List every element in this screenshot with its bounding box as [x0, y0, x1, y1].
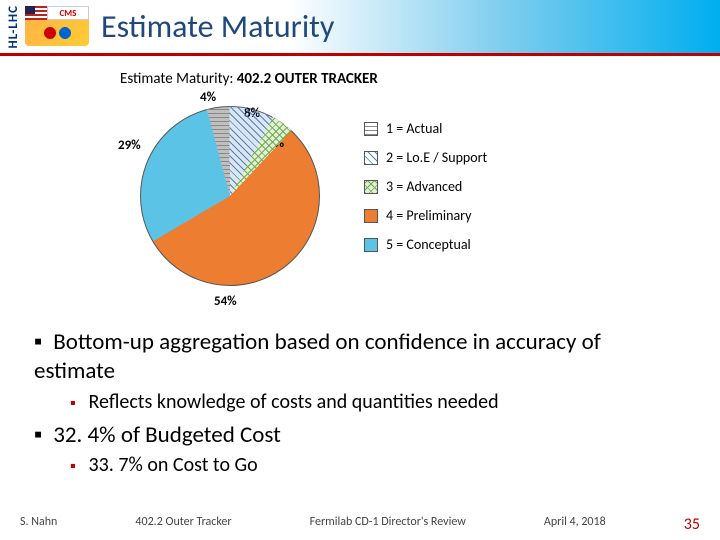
footer-author: S. Nahn	[20, 515, 57, 534]
title-bar: HL-LHC CMS Estimate Maturity	[0, 0, 720, 56]
bullet-2-sub-text: 33. 7% on Cost to Go	[89, 453, 258, 477]
hl-lhc-text: HL-LHC	[6, 5, 21, 48]
logo-block: HL-LHC CMS	[6, 5, 89, 48]
pie-pattern-overlay	[140, 106, 320, 286]
footer-page: 35	[684, 515, 700, 534]
bullet-1: ▪ Bottom-up aggregation based on confide…	[34, 328, 686, 386]
bullet-1-sub: ▪ Reflects knowledge of costs and quanti…	[70, 390, 686, 415]
legend-swatch	[364, 180, 378, 194]
footer-center1: 402.2 Outer Tracker	[135, 515, 231, 534]
legend-swatch	[364, 209, 378, 223]
bullet-1-text: Bottom-up aggregation based on confidenc…	[34, 328, 601, 385]
legend-row: 2 = Lo.E / Support	[364, 149, 487, 166]
bullet-2-text: 32. 4% of Budgeted Cost	[53, 421, 281, 449]
bullet-1-sub-text: Reflects knowledge of costs and quantiti…	[89, 390, 499, 414]
slide: HL-LHC CMS Estimate Maturity Estimate Ma…	[0, 0, 720, 540]
legend-row: 3 = Advanced	[364, 178, 487, 195]
us-flag-icon	[25, 6, 47, 20]
legend-label: 5 = Conceptual	[386, 236, 471, 253]
pie-wrap: 4%8%4%54%29%	[120, 96, 340, 316]
footer: S. Nahn 402.2 Outer Tracker Fermilab CD-…	[0, 515, 720, 534]
bullet-list: ▪ Bottom-up aggregation based on confide…	[34, 328, 686, 484]
legend-label: 1 = Actual	[386, 120, 442, 137]
logo-graphic-icon	[25, 20, 89, 46]
pie-label: 29%	[118, 138, 141, 153]
legend-swatch	[364, 151, 378, 165]
legend-swatch	[364, 122, 378, 136]
legend-row: 1 = Actual	[364, 120, 487, 137]
legend-swatch	[364, 238, 378, 252]
legend-label: 4 = Preliminary	[386, 207, 471, 224]
chart-title: Estimate Maturity: 402.2 OUTER TRACKER	[120, 70, 600, 88]
cms-label: CMS	[47, 6, 89, 20]
chart: Estimate Maturity: 402.2 OUTER TRACKER 4…	[120, 70, 600, 320]
pie-label: 54%	[214, 294, 237, 309]
legend: 1 = Actual 2 = Lo.E / Support 3 = Advanced…	[364, 120, 487, 316]
pie-label: 4%	[200, 90, 216, 105]
chart-title-bold: 402.2 OUTER TRACKER	[237, 70, 378, 88]
footer-date: April 4, 2018	[544, 515, 606, 534]
footer-center2: Fermilab CD-1 Director's Review	[310, 515, 466, 534]
bullet-2: ▪ 32. 4% of Budgeted Cost	[34, 421, 686, 450]
page-title: Estimate Maturity	[101, 7, 334, 46]
legend-label: 2 = Lo.E / Support	[386, 149, 487, 166]
legend-row: 5 = Conceptual	[364, 236, 487, 253]
chart-title-prefix: Estimate Maturity:	[120, 70, 237, 88]
logo-icon: CMS	[25, 6, 89, 46]
legend-label: 3 = Advanced	[386, 178, 462, 195]
bullet-2-sub: ▪ 33. 7% on Cost to Go	[70, 453, 686, 478]
legend-row: 4 = Preliminary	[364, 207, 487, 224]
